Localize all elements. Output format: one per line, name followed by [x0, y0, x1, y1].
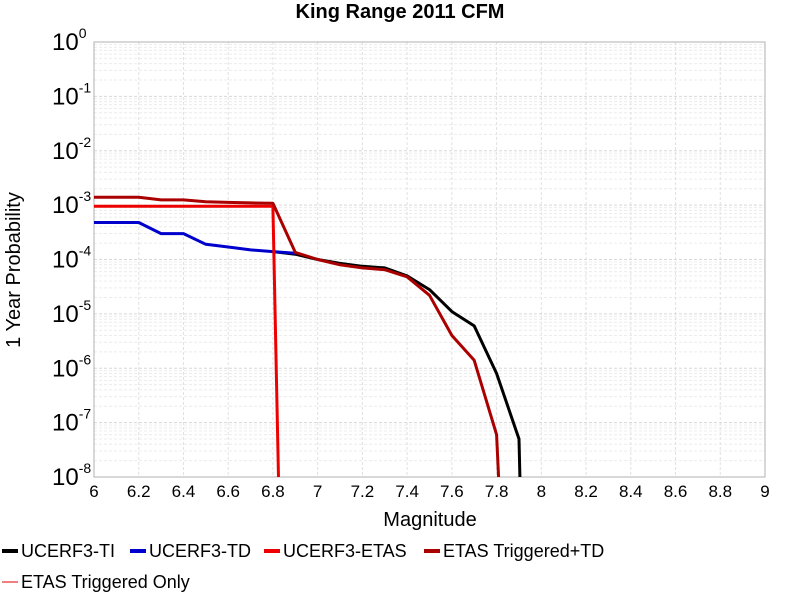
series-line-ucerf3-td — [94, 221, 296, 255]
minor-grid — [94, 43, 765, 462]
x-axis-ticks: 6 6.2 6.4 6.6 6.8 7 7.2 7.4 7.6 7.8 8 8.2 8.4 8.6 8.8 9 — [89, 482, 769, 501]
x-tick-label: 7.2 — [351, 482, 375, 501]
y-tick-label: 10-6 — [52, 351, 91, 382]
y-tick-label: 10-8 — [52, 460, 91, 491]
x-tick-label: 9 — [760, 482, 769, 501]
x-tick-label: 6.6 — [216, 482, 240, 501]
legend-label-ucerf3-etas: UCERF3-ETAS — [283, 541, 407, 561]
y-tick-label: 10-4 — [52, 243, 91, 274]
x-tick-label: 6.8 — [261, 482, 285, 501]
chart-title: King Range 2011 CFM — [296, 1, 505, 23]
x-tick-label: 7 — [313, 482, 322, 501]
legend-label-ucerf3-ti: UCERF3-TI — [21, 541, 115, 561]
x-tick-label: 8.8 — [708, 482, 732, 501]
x-tick-label: 7.8 — [485, 482, 509, 501]
x-tick-label: 6.4 — [172, 482, 196, 501]
x-tick-label: 8.2 — [574, 482, 598, 501]
x-tick-label: 6 — [89, 482, 98, 501]
y-tick-label: 10-7 — [52, 406, 91, 437]
y-tick-label: 10-5 — [52, 297, 91, 328]
plot-frame — [93, 41, 766, 478]
series-line-ucerf3-etas — [94, 204, 280, 477]
legend: UCERF3-TI UCERF3-TD UCERF3-ETAS ETAS Trigge… — [2, 541, 604, 592]
legend-label-etas-triggered-only: ETAS Triggered Only — [21, 572, 190, 592]
x-tick-label: 8.6 — [664, 482, 688, 501]
x-tick-label: 6.2 — [127, 482, 151, 501]
legend-label-etas-triggered-td: ETAS Triggered+TD — [443, 541, 604, 561]
x-tick-label: 7.6 — [440, 482, 464, 501]
y-tick-label: 100 — [52, 25, 87, 56]
series-layer — [94, 195, 522, 477]
y-axis-ticks: 100 10-1 10-2 10-3 10-4 10-5 10-6 10-7 10-8 — [52, 25, 91, 491]
plot-area — [93, 41, 766, 478]
series-line-etas-triggered-td — [94, 195, 501, 477]
y-tick-label: 10-2 — [52, 134, 91, 165]
y-axis-label: 1 Year Probability — [3, 192, 25, 348]
x-tick-label: 8 — [537, 482, 546, 501]
y-tick-label: 10-3 — [52, 188, 91, 219]
x-axis-label: Magnitude — [383, 509, 476, 531]
y-tick-label: 10-1 — [52, 79, 91, 110]
x-tick-label: 7.4 — [395, 482, 419, 501]
legend-label-ucerf3-td: UCERF3-TD — [149, 541, 251, 561]
x-tick-label: 8.4 — [619, 482, 643, 501]
